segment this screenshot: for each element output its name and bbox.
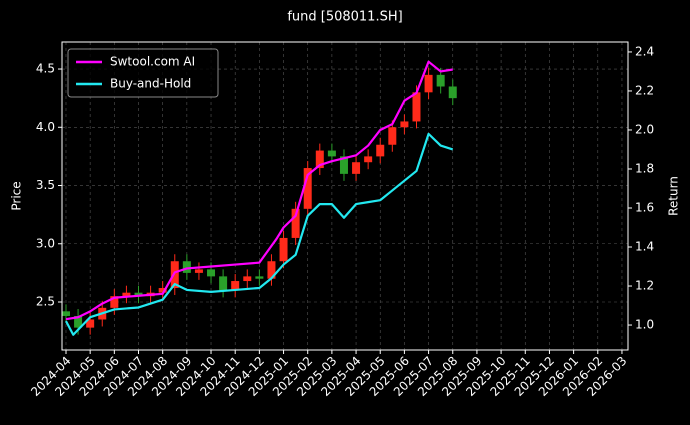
candle-body bbox=[158, 288, 167, 293]
line-series bbox=[65, 60, 453, 321]
candle-body bbox=[134, 292, 143, 297]
candle-body bbox=[122, 292, 131, 297]
y2-tick-label: 1.8 bbox=[635, 161, 654, 175]
candle-body bbox=[376, 144, 385, 157]
y2-axis-label: Return bbox=[667, 176, 681, 216]
candle-body bbox=[364, 156, 373, 163]
y2-tick-label: 2.4 bbox=[635, 44, 654, 58]
candle-body bbox=[255, 276, 264, 279]
y-tick-label: 3.0 bbox=[36, 236, 55, 250]
candle-body bbox=[279, 237, 288, 262]
y2-tick-label: 2.0 bbox=[635, 122, 654, 136]
candle-body bbox=[219, 276, 228, 291]
candle-body bbox=[400, 121, 409, 128]
candle-body bbox=[182, 261, 191, 273]
y2-tick-label: 1.4 bbox=[635, 240, 654, 254]
candle-body bbox=[231, 281, 240, 291]
candle-body bbox=[74, 315, 83, 328]
candle-body bbox=[436, 74, 445, 87]
legend-box bbox=[67, 48, 219, 98]
candle-body bbox=[110, 296, 119, 308]
chart-title: fund [508011.SH] bbox=[287, 10, 402, 25]
candle-body bbox=[424, 74, 433, 93]
y2-tick-label: 1.6 bbox=[635, 200, 654, 214]
candle-body bbox=[207, 269, 216, 277]
y2-tick-label: 2.2 bbox=[635, 83, 654, 97]
candle-body bbox=[412, 92, 421, 122]
candle-body bbox=[267, 261, 276, 279]
candle-body bbox=[315, 150, 324, 169]
y-tick-label: 3.5 bbox=[36, 178, 55, 192]
candle-body bbox=[61, 311, 70, 316]
candle-body bbox=[303, 168, 312, 209]
y-tick-label: 4.0 bbox=[36, 120, 55, 134]
legend-label: Buy-and-Hold bbox=[110, 77, 191, 91]
y2-tick-label: 1.2 bbox=[635, 279, 654, 293]
candle-body bbox=[194, 269, 203, 273]
candle-body bbox=[327, 150, 336, 157]
plot-frame bbox=[61, 41, 629, 351]
y2-tick-label: 1.0 bbox=[635, 318, 654, 332]
candle-body bbox=[352, 162, 361, 174]
y-tick-label: 4.5 bbox=[36, 62, 55, 76]
y-axis-label: Price bbox=[10, 181, 24, 210]
candle-body bbox=[86, 319, 95, 328]
candle-body bbox=[170, 261, 179, 289]
candle-body bbox=[448, 86, 457, 99]
y-tick-label: 2.5 bbox=[36, 295, 55, 309]
candle-body bbox=[388, 127, 397, 145]
legend-label: Swtool.com AI bbox=[110, 55, 195, 69]
candle-body bbox=[339, 156, 348, 174]
line-series bbox=[65, 132, 454, 336]
candle-body bbox=[243, 276, 252, 282]
candle-body bbox=[291, 208, 300, 238]
